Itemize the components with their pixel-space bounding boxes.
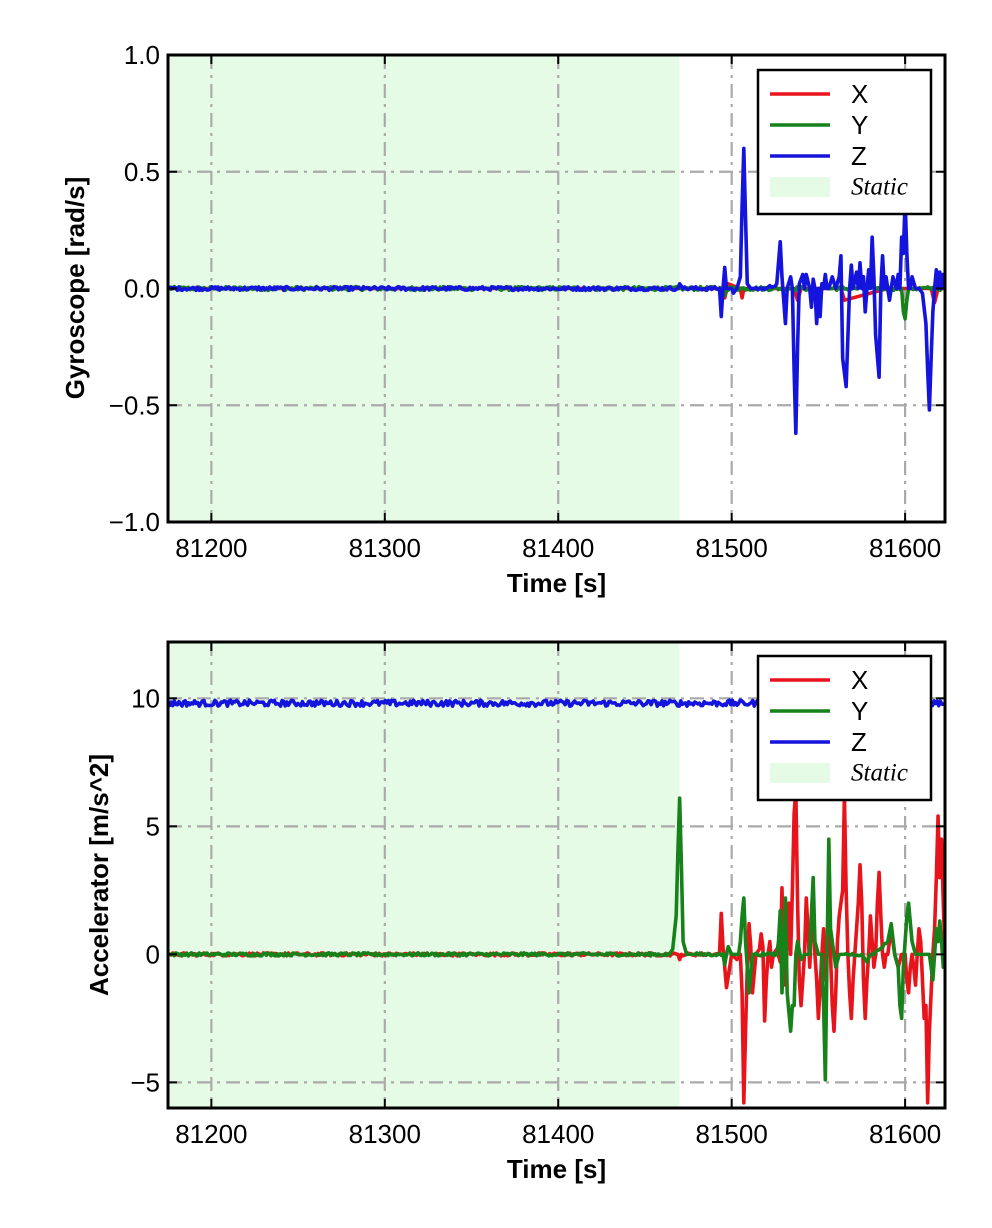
y-tick-label: 0: [146, 939, 160, 969]
x-tick-label: 81600: [869, 533, 941, 563]
accelerometer-panel: 81200 81300 81400 81500 81600 10 5 0 −5 Time [s] A…: [84, 640, 947, 1184]
y-axis-title: Gyroscope [rad/s]: [60, 177, 90, 400]
legend: XYZ Static: [756, 654, 933, 802]
x-tick-label: 81600: [869, 1119, 941, 1149]
x-tick-label: 81500: [696, 533, 768, 563]
y-tick-label: −0.5: [109, 390, 160, 420]
y-tick-label: 0.0: [124, 274, 160, 304]
plot-frame: [166, 640, 947, 1110]
y-tick-label: 10: [131, 683, 160, 713]
series-line-y: [168, 796, 945, 1082]
legend-label-static: Static: [851, 760, 908, 787]
x-tick-label: 81200: [175, 1119, 247, 1149]
y-tick-label: −5: [130, 1067, 160, 1097]
y-tick-label: 5: [146, 811, 160, 841]
legend-label-x: X: [851, 79, 868, 109]
x-axis-title: Time [s]: [507, 1154, 606, 1184]
legend-swatch-static: [770, 763, 830, 783]
legend-label-x: X: [851, 665, 868, 695]
x-tick-label: 81400: [522, 1119, 594, 1149]
y-tick-label: 1.0: [124, 40, 160, 70]
y-tick-label: 0.5: [124, 157, 160, 187]
legend-label-static: Static: [851, 174, 908, 201]
legend-label-y: Y: [851, 110, 868, 140]
legend-label-z: Z: [851, 727, 867, 757]
legend-label-z: Z: [851, 141, 867, 171]
y-axis-title: Accelerator [m/s^2]: [84, 754, 114, 996]
legend-swatch-static: [770, 177, 830, 197]
x-tick-label: 81300: [349, 1119, 421, 1149]
series-line-z: [168, 146, 945, 436]
x-tick-label: 81200: [175, 533, 247, 563]
legend-label-y: Y: [851, 696, 868, 726]
legend: XYZ Static: [756, 68, 933, 216]
x-tick-label: 81300: [349, 533, 421, 563]
static-region: [168, 642, 680, 1108]
x-tick-label: 81400: [522, 533, 594, 563]
gyroscope-panel: 81200 81300 81400 81500 81600 1.0 0.5 0.0 −0.5 −1…: [60, 40, 947, 598]
x-axis-title: Time [s]: [507, 568, 606, 598]
x-tick-label: 81500: [696, 1119, 768, 1149]
y-tick-label: −1.0: [109, 507, 160, 537]
